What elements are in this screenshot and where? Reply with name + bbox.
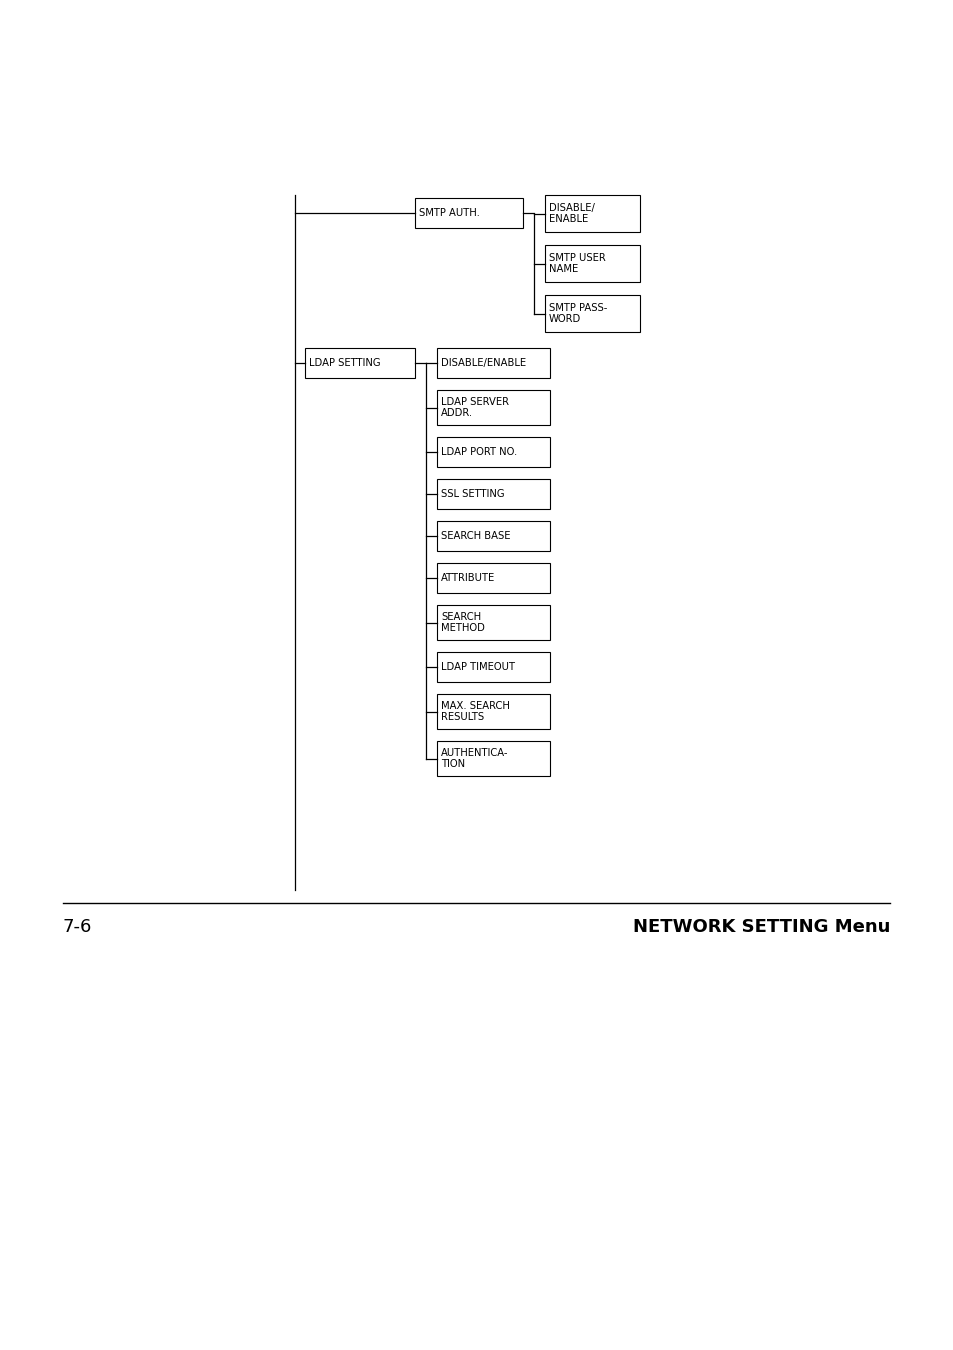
Text: ATTRIBUTE: ATTRIBUTE <box>440 572 495 583</box>
FancyBboxPatch shape <box>436 437 550 467</box>
Text: LDAP SETTING: LDAP SETTING <box>309 358 380 369</box>
FancyBboxPatch shape <box>544 296 639 332</box>
Text: LDAP PORT NO.: LDAP PORT NO. <box>440 447 517 458</box>
Text: SEARCH BASE: SEARCH BASE <box>440 531 510 541</box>
Text: LDAP SERVER
ADDR.: LDAP SERVER ADDR. <box>440 397 509 418</box>
Text: 7-6: 7-6 <box>63 918 92 936</box>
Text: SMTP USER
NAME: SMTP USER NAME <box>548 252 605 274</box>
FancyBboxPatch shape <box>544 194 639 232</box>
FancyBboxPatch shape <box>436 652 550 682</box>
FancyBboxPatch shape <box>436 390 550 425</box>
Text: LDAP TIMEOUT: LDAP TIMEOUT <box>440 662 515 672</box>
FancyBboxPatch shape <box>436 479 550 509</box>
FancyBboxPatch shape <box>436 563 550 593</box>
FancyBboxPatch shape <box>415 198 522 228</box>
Text: NETWORK SETTING Menu: NETWORK SETTING Menu <box>632 918 889 936</box>
Text: AUTHENTICA-
TION: AUTHENTICA- TION <box>440 748 508 770</box>
FancyBboxPatch shape <box>436 741 550 776</box>
Text: SSL SETTING: SSL SETTING <box>440 489 504 500</box>
Text: SMTP AUTH.: SMTP AUTH. <box>418 208 479 217</box>
Text: DISABLE/ENABLE: DISABLE/ENABLE <box>440 358 525 369</box>
FancyBboxPatch shape <box>436 605 550 640</box>
FancyBboxPatch shape <box>305 348 415 378</box>
FancyBboxPatch shape <box>436 348 550 378</box>
FancyBboxPatch shape <box>544 244 639 282</box>
Text: SEARCH
METHOD: SEARCH METHOD <box>440 612 484 633</box>
Text: SMTP PASS-
WORD: SMTP PASS- WORD <box>548 302 607 324</box>
Text: DISABLE/
ENABLE: DISABLE/ ENABLE <box>548 202 595 224</box>
FancyBboxPatch shape <box>436 521 550 551</box>
FancyBboxPatch shape <box>436 694 550 729</box>
Text: MAX. SEARCH
RESULTS: MAX. SEARCH RESULTS <box>440 701 509 722</box>
